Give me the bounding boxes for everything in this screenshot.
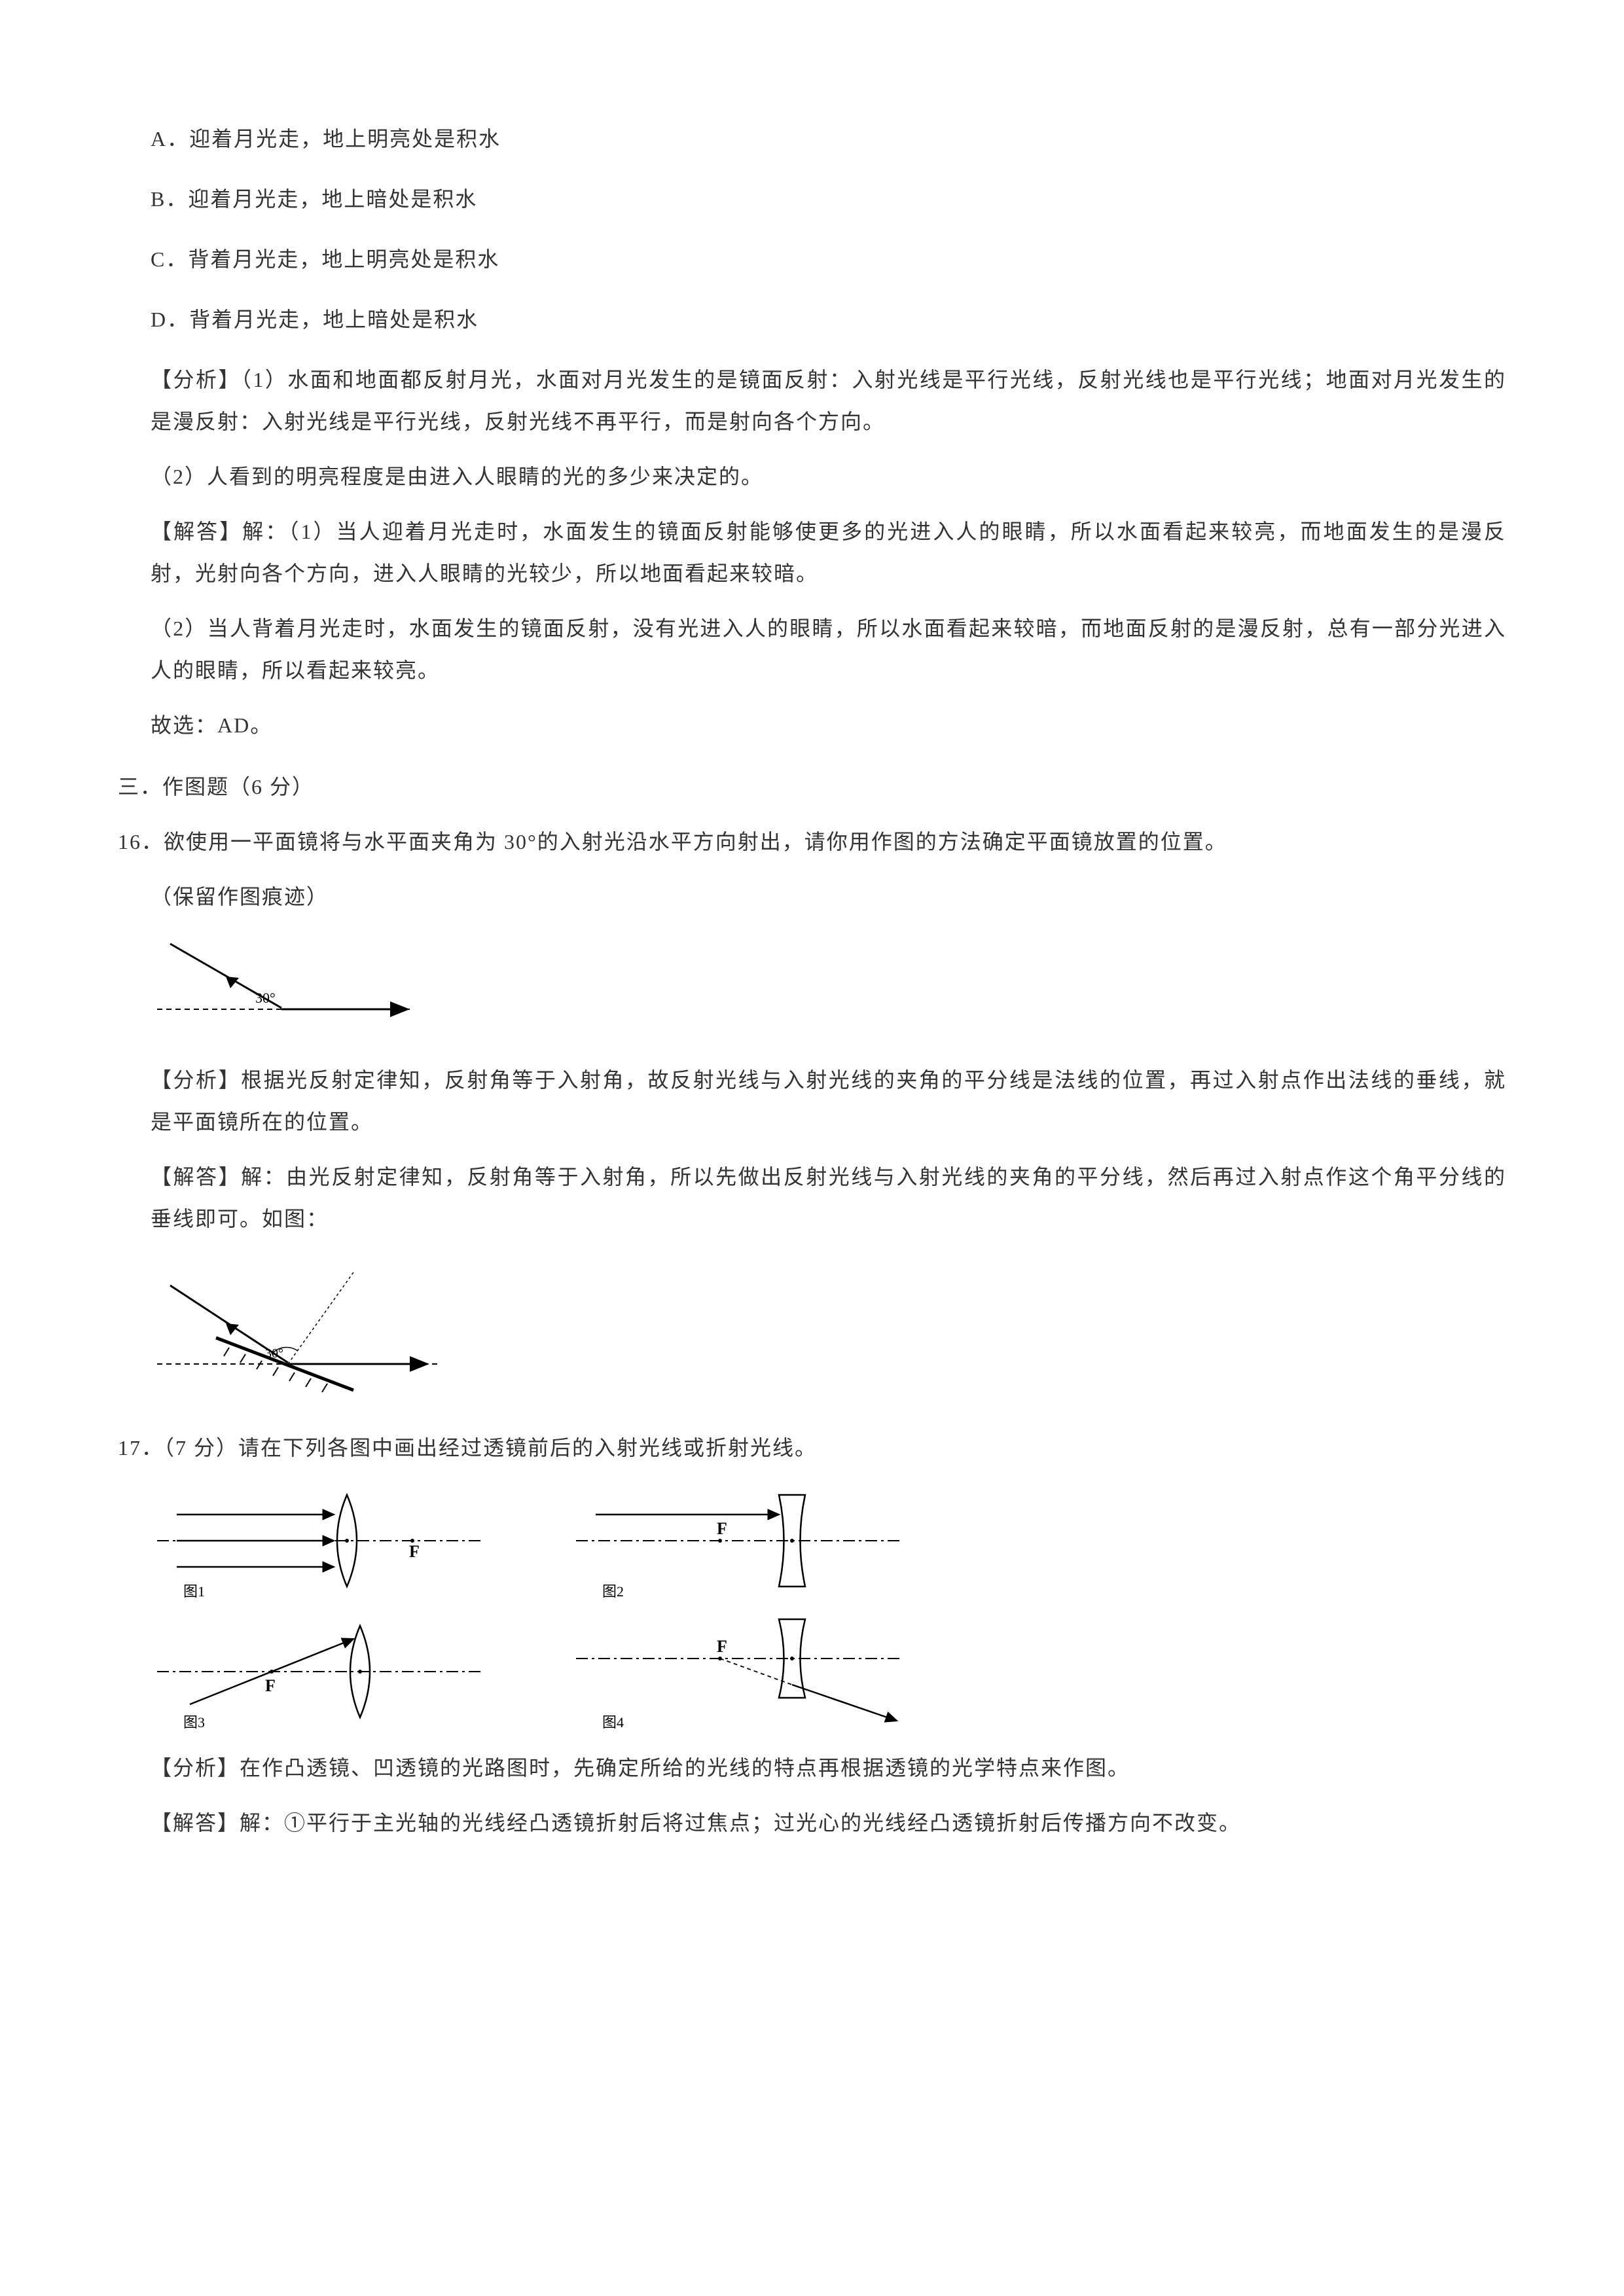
diagram-16a: 30° bbox=[151, 931, 425, 1029]
analysis-16: 【分析】根据光反射定律知，反射角等于入射角，故反射光线与入射光线的夹角的平分线是… bbox=[118, 1059, 1506, 1143]
question-16-subtext: （保留作图痕迹） bbox=[118, 876, 1506, 918]
option-c: C．背着月光走，地上明亮处是积水 bbox=[118, 238, 1506, 280]
angle-label-16b: 30° bbox=[265, 1346, 283, 1361]
focal-label-fig1: F bbox=[409, 1542, 420, 1561]
fig1-label: 图1 bbox=[183, 1583, 205, 1600]
answer-15-conclusion: 故选：AD。 bbox=[118, 704, 1506, 746]
diagram-17-container: F 图1 F 图2 bbox=[118, 1482, 1506, 1731]
answer-17: 【解答】解：①平行于主光轴的光线经凸透镜折射后将过焦点；过光心的光线经凸透镜折射… bbox=[118, 1802, 1506, 1844]
diagram-17-fig2: F 图2 bbox=[569, 1482, 910, 1600]
focal-label-fig3: F bbox=[265, 1676, 276, 1695]
question-16-text: 16．欲使用一平面镜将与水平面夹角为 30°的入射光沿水平方向射出，请你用作图的… bbox=[118, 821, 1506, 863]
focal-label-fig2: F bbox=[717, 1519, 727, 1538]
analysis-15-p1: 【分析】（1）水面和地面都反射月光，水面对月光发生的是镜面反射：入射光线是平行光… bbox=[118, 359, 1506, 442]
diagram-16b: 30° bbox=[151, 1253, 452, 1397]
focal-label-fig4: F bbox=[717, 1637, 727, 1656]
diagram-17-fig4: F 图4 bbox=[569, 1613, 910, 1731]
answer-16: 【解答】解：由光反射定律知，反射角等于入射角，所以先做出反射光线与入射光线的夹角… bbox=[118, 1156, 1506, 1240]
question-17-text: 17．（7 分）请在下列各图中画出经过透镜前后的入射光线或折射光线。 bbox=[118, 1427, 1506, 1469]
diagram-17-fig3: F 图3 bbox=[151, 1613, 491, 1731]
angle-label-16a: 30° bbox=[255, 990, 276, 1006]
analysis-17: 【分析】在作凸透镜、凹透镜的光路图时，先确定所给的光线的特点再根据透镜的光学特点… bbox=[118, 1747, 1506, 1789]
fig4-label: 图4 bbox=[602, 1714, 624, 1731]
answer-15-p1: 【解答】解：（1）当人迎着月光走时，水面发生的镜面反射能够使更多的光进入人的眼睛… bbox=[118, 511, 1506, 594]
option-a: A．迎着月光走，地上明亮处是积水 bbox=[118, 118, 1506, 160]
answer-15-p2: （2）当人背着月光走时，水面发生的镜面反射，没有光进入人的眼睛，所以水面看起来较… bbox=[118, 607, 1506, 691]
diagram-16a-container: 30° bbox=[118, 931, 1506, 1043]
option-b: B．迎着月光走，地上暗处是积水 bbox=[118, 178, 1506, 220]
diagram-17-fig1: F 图1 bbox=[151, 1482, 491, 1600]
fig2-label: 图2 bbox=[602, 1583, 624, 1600]
analysis-15-p2: （2）人看到的明亮程度是由进入人眼睛的光的多少来决定的。 bbox=[118, 456, 1506, 497]
section-3-header: 三．作图题（6 分） bbox=[118, 766, 1506, 808]
fig3-label: 图3 bbox=[183, 1714, 205, 1731]
diagram-16b-container: 30° bbox=[118, 1253, 1506, 1410]
option-d: D．背着月光走，地上暗处是积水 bbox=[118, 298, 1506, 340]
